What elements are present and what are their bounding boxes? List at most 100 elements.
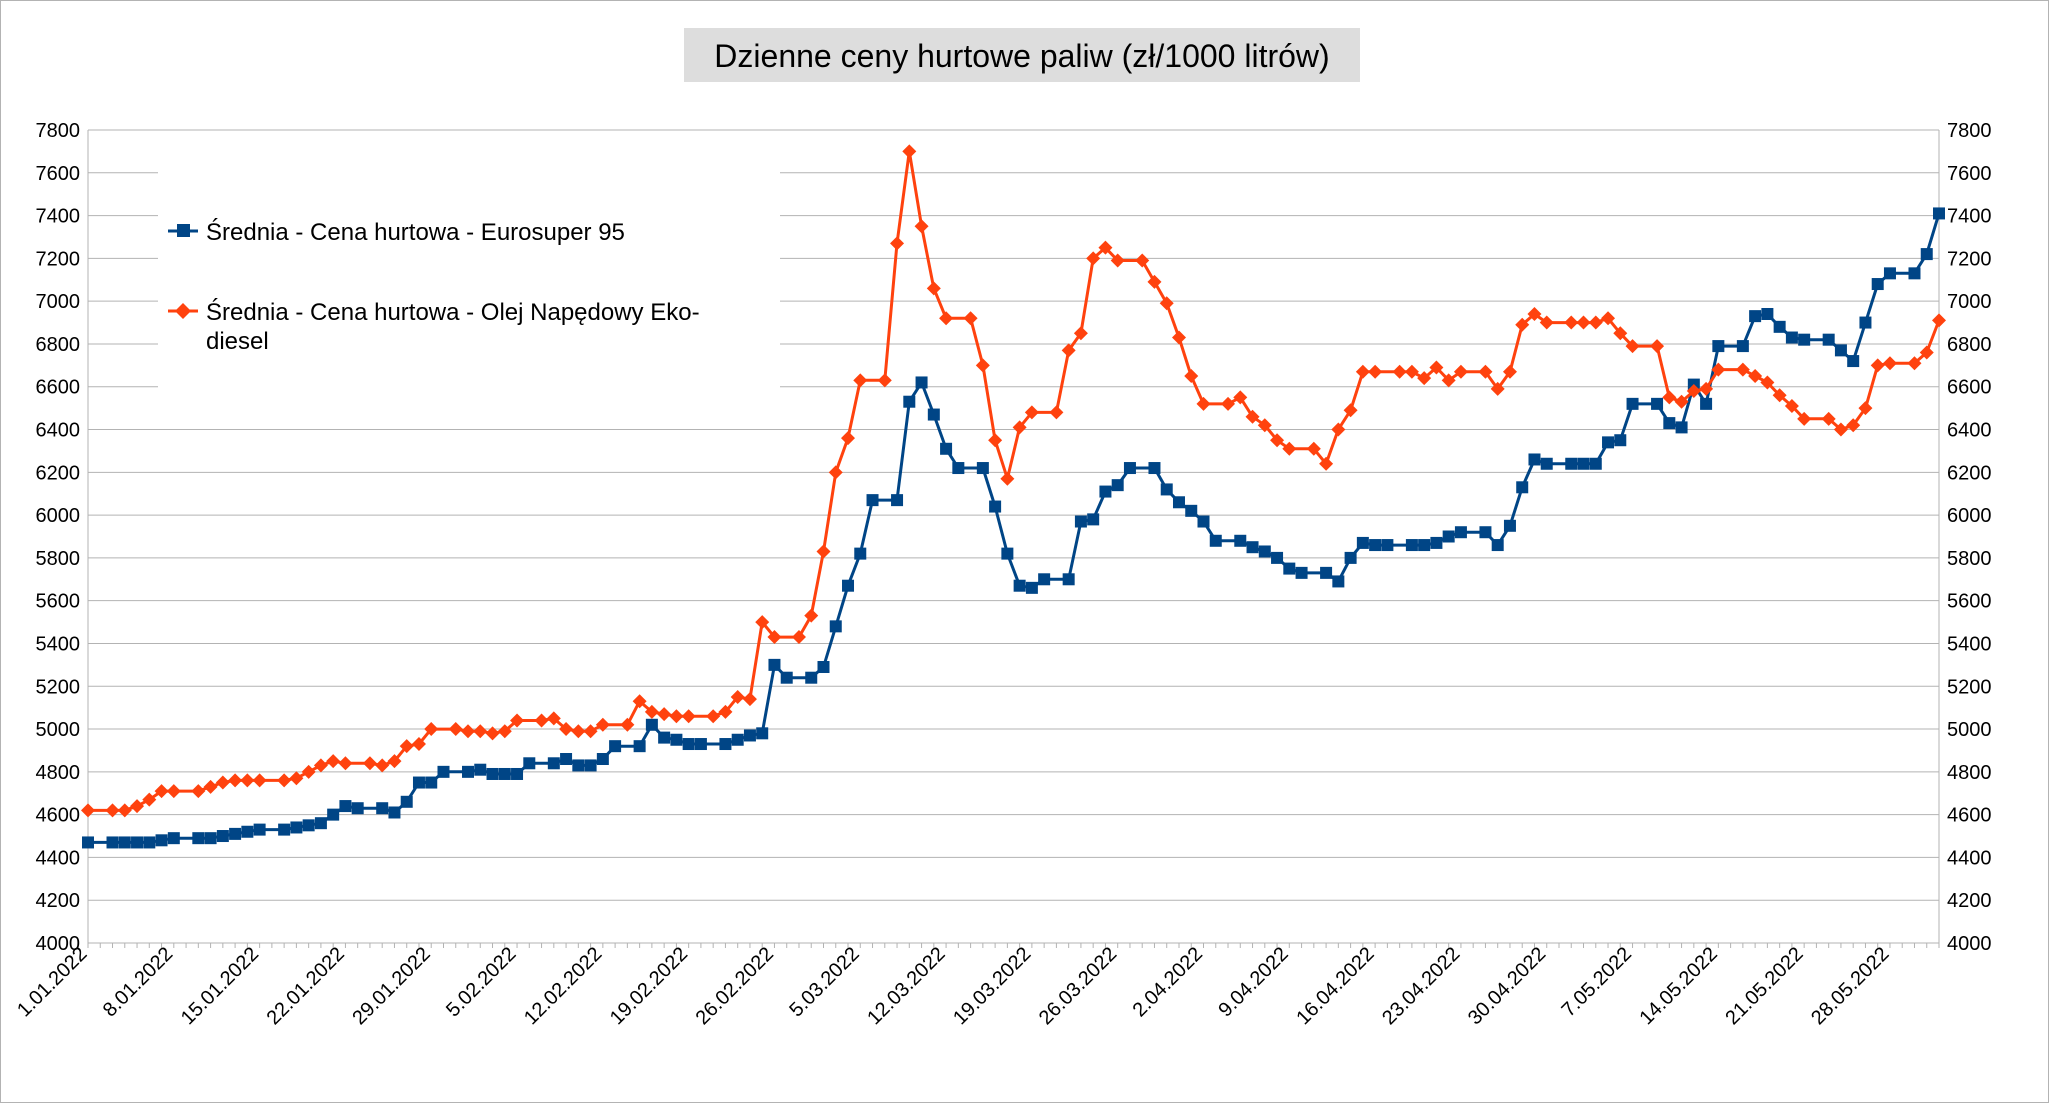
y-tick-label-left: 7400 [36, 206, 81, 228]
data-point-eurosuper [192, 832, 205, 845]
data-point-eurosuper [1332, 575, 1345, 588]
data-point-diesel [411, 737, 426, 752]
data-point-eurosuper [572, 759, 585, 772]
series-line-diesel [88, 149, 1941, 812]
data-point-diesel [534, 713, 549, 728]
data-point-eurosuper [854, 547, 867, 560]
y-tick-label-right: 7600 [1947, 163, 1992, 185]
y-tick-label-right: 6000 [1947, 505, 1992, 527]
data-point-eurosuper [989, 500, 1002, 513]
data-point-eurosuper [915, 376, 928, 389]
data-point-diesel [1564, 315, 1579, 330]
data-point-diesel [1355, 364, 1370, 379]
data-point-diesel [1343, 403, 1358, 418]
y-tick-label-right: 5800 [1947, 548, 1992, 570]
data-point-eurosuper [1099, 485, 1112, 498]
data-point-diesel [1735, 362, 1750, 377]
data-point-eurosuper [1442, 530, 1455, 543]
data-point-diesel [1907, 356, 1922, 371]
data-point-diesel [313, 758, 328, 773]
data-point-diesel [362, 756, 377, 771]
y-tick-label-left: 7000 [36, 291, 81, 313]
data-point-diesel [277, 773, 292, 788]
data-point-eurosuper [1454, 526, 1467, 539]
data-point-eurosuper [253, 823, 266, 836]
data-point-diesel [730, 689, 745, 704]
data-point-eurosuper [351, 802, 364, 815]
series-line-eurosuper [88, 212, 1941, 844]
data-point-diesel [1404, 364, 1419, 379]
data-point-eurosuper [891, 494, 904, 507]
data-point-eurosuper [842, 579, 855, 592]
y-tick-label-right: 5600 [1947, 591, 1992, 613]
data-point-eurosuper [118, 836, 131, 849]
data-point-diesel [166, 784, 181, 799]
data-point-eurosuper [1295, 566, 1308, 579]
data-point-eurosuper [523, 757, 536, 770]
data-point-eurosuper [1185, 504, 1198, 517]
data-point-eurosuper [1503, 519, 1516, 532]
y-tick-label-left: 7600 [36, 163, 81, 185]
data-point-eurosuper [1626, 397, 1639, 410]
y-tick-label-left: 4800 [36, 762, 81, 784]
data-point-eurosuper [584, 759, 597, 772]
data-point-diesel [1932, 313, 1946, 328]
y-tick-label-left: 5800 [36, 548, 81, 570]
data-point-diesel [1686, 384, 1701, 399]
data-point-eurosuper [1933, 207, 1945, 220]
data-point-diesel [117, 803, 132, 818]
y-tick-label-left: 4600 [36, 805, 81, 827]
data-point-diesel [939, 311, 954, 326]
data-point-eurosuper [670, 733, 683, 746]
data-point-eurosuper [1197, 515, 1210, 528]
data-point-eurosuper [1074, 515, 1087, 528]
data-point-eurosuper [596, 753, 609, 766]
data-point-eurosuper [1785, 331, 1798, 344]
data-point-eurosuper [927, 408, 940, 421]
data-point-diesel [841, 431, 856, 446]
data-point-eurosuper [1540, 457, 1553, 470]
data-point-diesel [1012, 420, 1027, 435]
data-point-diesel [448, 722, 463, 737]
data-point-diesel [497, 724, 512, 739]
data-point-eurosuper [645, 718, 658, 731]
data-point-eurosuper [425, 776, 438, 789]
legend-background [158, 168, 780, 400]
data-point-eurosuper [1258, 545, 1271, 558]
data-point-diesel [767, 630, 782, 645]
data-point-eurosuper [1614, 434, 1627, 447]
legend-entry-eurosuper: Średnia - Cena hurtowa - Eurosuper 95 [168, 218, 625, 246]
data-point-eurosuper [1859, 316, 1872, 329]
data-point-eurosuper [1025, 581, 1038, 594]
data-point-diesel [1882, 356, 1897, 371]
data-point-diesel [1539, 315, 1554, 330]
y-tick-label-left: 6800 [36, 334, 81, 356]
y-tick-label-right: 6200 [1947, 462, 1992, 484]
data-point-diesel [559, 722, 574, 737]
data-point-diesel [203, 779, 218, 794]
legend-entry-diesel: Średnia - Cena hurtowa - Olej Napędowy E… [168, 298, 700, 355]
series-eurosuper [82, 207, 1945, 849]
data-point-eurosuper [952, 462, 965, 475]
data-point-diesel [1478, 364, 1493, 379]
y-tick-label-left: 5600 [36, 591, 81, 613]
data-point-diesel [1270, 433, 1285, 448]
y-tick-label-right: 5400 [1947, 633, 1992, 655]
data-point-diesel [1588, 315, 1603, 330]
data-point-eurosuper [302, 819, 315, 832]
data-point-diesel [1858, 401, 1873, 416]
y-tick-label-right: 6600 [1947, 377, 1992, 399]
data-point-diesel [571, 724, 586, 739]
data-point-eurosuper [1736, 340, 1749, 353]
data-point-diesel [1429, 360, 1444, 375]
data-point-diesel [669, 709, 684, 724]
y-tick-label-right: 5000 [1947, 719, 1992, 741]
data-point-eurosuper [1062, 573, 1075, 586]
data-point-diesel [914, 219, 929, 234]
data-point-diesel [1784, 398, 1799, 413]
data-point-diesel [387, 754, 402, 769]
data-point-eurosuper [1749, 310, 1762, 323]
data-point-diesel [583, 724, 598, 739]
data-point-eurosuper [743, 729, 756, 742]
